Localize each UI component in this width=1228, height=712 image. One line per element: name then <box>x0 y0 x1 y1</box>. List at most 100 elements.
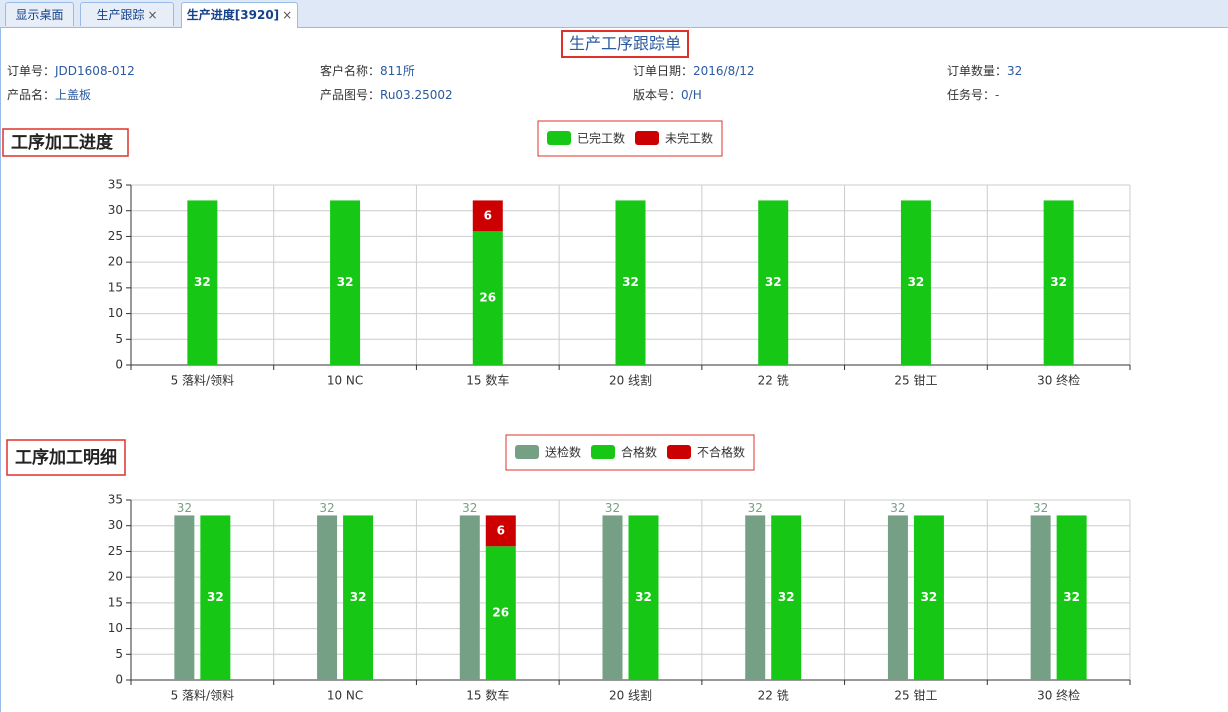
x-tick-label: 20 线割 <box>609 688 652 703</box>
y-tick-label: 35 <box>108 493 123 507</box>
info-field: 产品名：上盖板 <box>7 86 91 103</box>
legend-label: 不合格数 <box>697 445 745 460</box>
data-label: 32 <box>890 501 905 515</box>
info-field: 客户名称：811所 <box>320 62 415 79</box>
field-value: 2016/8/12 <box>693 64 755 78</box>
bar <box>745 515 766 680</box>
tab-label: 显示桌面 <box>15 8 64 22</box>
x-tick-label: 5 落料/领料 <box>171 374 235 388</box>
info-field: 任务号：- <box>947 86 999 103</box>
x-tick-label: 22 铣 <box>758 374 789 388</box>
section-heading-box <box>6 439 126 476</box>
x-tick-label: 15 数车 <box>466 688 509 703</box>
field-label: 任务号： <box>947 88 996 102</box>
data-label: 32 <box>462 501 477 515</box>
tab-label: 生产跟踪 <box>96 8 145 22</box>
data-label: 32 <box>765 275 782 289</box>
y-tick-label: 25 <box>108 229 123 243</box>
field-value: JDD1608-012 <box>55 64 135 78</box>
x-tick-label: 25 钳工 <box>894 374 937 388</box>
field-value: Ru03.25002 <box>380 88 453 102</box>
tab-close[interactable]: × <box>147 8 158 22</box>
y-tick-label: 30 <box>108 518 123 532</box>
x-tick-label: 20 线割 <box>609 373 652 388</box>
section-heading-box <box>2 128 129 157</box>
data-label: 32 <box>1063 590 1080 604</box>
bar <box>187 200 218 365</box>
bar <box>330 200 361 365</box>
data-label: 32 <box>350 590 367 604</box>
y-tick-label: 5 <box>115 647 123 661</box>
y-tick-label: 20 <box>108 255 123 269</box>
field-value: 上盖板 <box>55 88 92 102</box>
data-label: 6 <box>484 208 492 222</box>
x-tick-label: 22 铣 <box>758 689 789 703</box>
bar <box>771 515 802 680</box>
bar <box>485 546 516 680</box>
x-tick-label: 30 终检 <box>1037 688 1080 703</box>
field-label: 订单日期： <box>633 64 694 78</box>
data-label: 32 <box>622 275 639 289</box>
tab[interactable]: 生产跟踪 × <box>80 2 174 26</box>
legend-label: 送检数 <box>545 445 581 460</box>
x-tick-label: 5 落料/领料 <box>171 689 235 703</box>
data-label: 32 <box>1050 275 1067 289</box>
bar <box>459 515 480 680</box>
legend-label: 已完工数 <box>577 131 625 146</box>
field-value: 32 <box>1007 64 1023 78</box>
bar <box>1043 200 1074 365</box>
bar <box>758 200 789 365</box>
y-tick-label: 15 <box>108 280 123 294</box>
legend-swatch <box>515 445 539 459</box>
data-label: 32 <box>908 275 925 289</box>
field-label: 产品名： <box>7 88 56 102</box>
page-title: 生产工序跟踪单 <box>561 30 690 58</box>
data-label: 32 <box>921 590 938 604</box>
info-field: 产品图号：Ru03.25002 <box>320 86 453 103</box>
data-label: 32 <box>177 501 192 515</box>
bar <box>485 515 516 547</box>
info-field: 订单号：JDD1608-012 <box>7 62 135 79</box>
data-label: 32 <box>1033 501 1048 515</box>
y-tick-label: 30 <box>108 203 123 217</box>
chart: 工序加工明细 送检数 合格数 不合格数 0 5 10 15 20 25 30 35 5 落料/领料 32 3… <box>6 434 1131 703</box>
tab[interactable]: 生产进度[3920] × <box>181 2 298 28</box>
field-label: 版本号： <box>633 88 682 102</box>
data-label: 32 <box>605 501 620 515</box>
y-tick-label: 5 <box>115 332 123 346</box>
y-tick-label: 0 <box>115 358 123 372</box>
tab-close[interactable]: × <box>282 8 293 22</box>
chart: 工序加工进度 已完工数 未完工数 0 5 10 15 20 25 30 35 5 落料/领料 32 10 … <box>2 120 1131 388</box>
info-field: 订单日期：2016/8/12 <box>633 62 755 79</box>
legend-box <box>505 434 755 471</box>
legend-label: 未完工数 <box>665 131 713 146</box>
bar <box>174 515 195 680</box>
section-heading: 工序加工进度 <box>11 132 114 153</box>
data-label: 32 <box>337 275 354 289</box>
bar <box>628 515 659 680</box>
data-label: 26 <box>479 291 496 305</box>
data-label: 32 <box>635 590 652 604</box>
data-label: 32 <box>319 501 334 515</box>
y-tick-label: 25 <box>108 544 123 558</box>
legend-swatch <box>547 131 571 145</box>
field-label: 客户名称： <box>320 64 381 78</box>
data-label: 6 <box>497 523 505 537</box>
y-tick-label: 0 <box>115 673 123 687</box>
tab[interactable]: 显示桌面 <box>5 2 74 26</box>
bar <box>1030 515 1051 680</box>
data-label: 32 <box>207 590 224 604</box>
bar <box>343 515 374 680</box>
field-label: 产品图号： <box>320 88 381 102</box>
x-tick-label: 10 NC <box>327 689 363 703</box>
y-tick-label: 15 <box>108 595 123 609</box>
legend-box <box>537 120 723 157</box>
bar <box>602 515 623 680</box>
bar <box>887 515 908 680</box>
legend-swatch <box>635 131 659 145</box>
y-tick-label: 10 <box>108 621 123 635</box>
y-tick-label: 35 <box>108 178 123 192</box>
legend-swatch <box>667 445 691 459</box>
field-label: 订单号： <box>7 64 56 78</box>
x-tick-label: 30 终检 <box>1037 373 1080 388</box>
